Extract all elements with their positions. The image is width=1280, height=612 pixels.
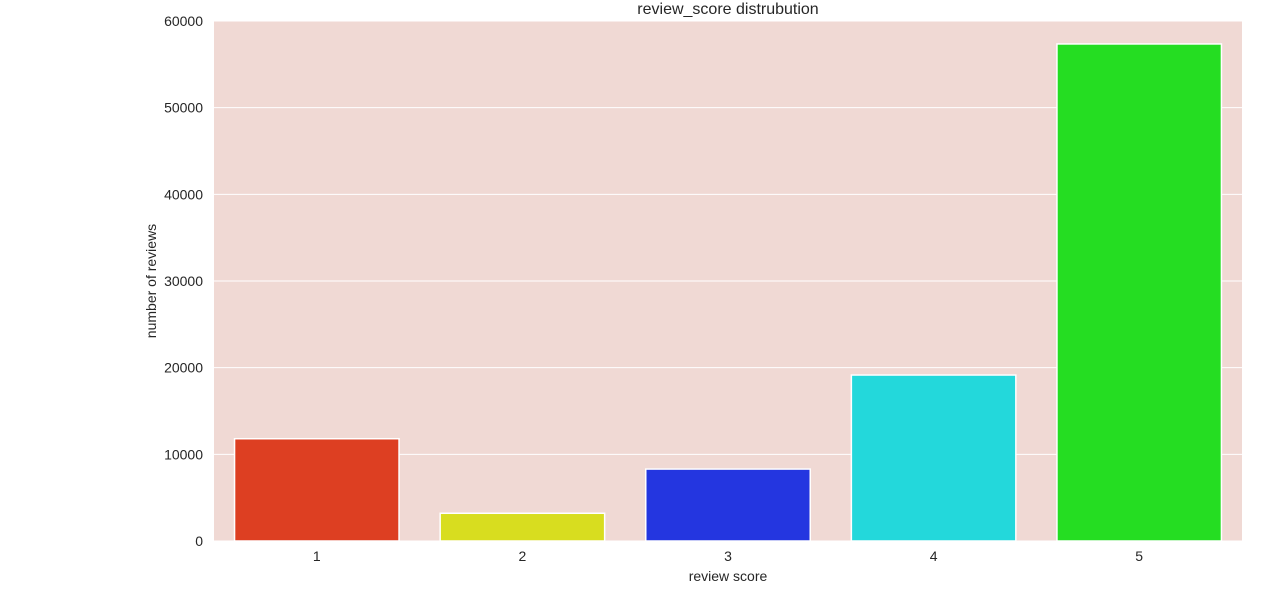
y-tick-label: 60000 bbox=[164, 13, 203, 29]
x-tick-label: 1 bbox=[313, 548, 321, 564]
bars bbox=[233, 43, 1223, 542]
bar-review-score-1 bbox=[233, 437, 400, 542]
chart-title: review_score distrubution bbox=[637, 1, 818, 18]
bar-review-score-5 bbox=[1056, 43, 1223, 542]
y-tick-label: 50000 bbox=[164, 100, 203, 116]
bar-review-score-4 bbox=[850, 374, 1017, 542]
x-tick-label: 2 bbox=[519, 548, 527, 564]
bar-review-score-2 bbox=[439, 512, 606, 542]
y-tick-label: 20000 bbox=[164, 360, 203, 376]
y-tick-label: 0 bbox=[195, 533, 203, 549]
x-tick-label: 5 bbox=[1135, 548, 1143, 564]
y-tick-label: 10000 bbox=[164, 446, 203, 462]
x-axis-label: review score bbox=[689, 568, 768, 584]
x-tick-label: 3 bbox=[724, 548, 732, 564]
y-tick-labels: 0 10000 20000 30000 40000 50000 60000 bbox=[164, 13, 203, 549]
y-tick-label: 40000 bbox=[164, 186, 203, 202]
x-tick-labels: 1 2 3 4 5 bbox=[313, 548, 1143, 564]
bar-review-score-3 bbox=[645, 468, 811, 542]
y-axis-label: number of reviews bbox=[143, 224, 159, 338]
x-tick-label: 4 bbox=[930, 548, 938, 564]
y-tick-label: 30000 bbox=[164, 273, 203, 289]
